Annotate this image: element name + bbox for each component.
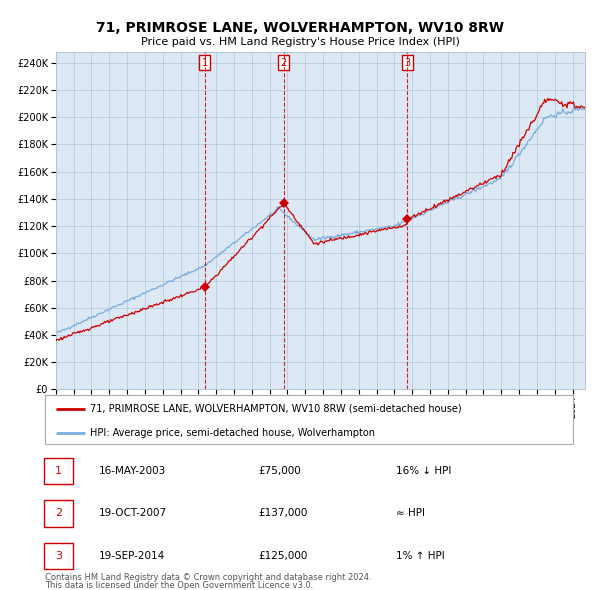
Text: 3: 3 bbox=[55, 551, 62, 560]
FancyBboxPatch shape bbox=[44, 500, 73, 526]
Text: HPI: Average price, semi-detached house, Wolverhampton: HPI: Average price, semi-detached house,… bbox=[90, 428, 375, 438]
Text: 1: 1 bbox=[55, 466, 62, 476]
Text: ≈ HPI: ≈ HPI bbox=[396, 509, 425, 518]
Text: £75,000: £75,000 bbox=[258, 466, 301, 476]
Text: 3: 3 bbox=[404, 58, 410, 68]
Text: 1% ↑ HPI: 1% ↑ HPI bbox=[396, 551, 445, 560]
Text: 2: 2 bbox=[281, 58, 287, 68]
Text: 71, PRIMROSE LANE, WOLVERHAMPTON, WV10 8RW (semi-detached house): 71, PRIMROSE LANE, WOLVERHAMPTON, WV10 8… bbox=[90, 404, 461, 414]
Text: £125,000: £125,000 bbox=[258, 551, 307, 560]
Text: Price paid vs. HM Land Registry's House Price Index (HPI): Price paid vs. HM Land Registry's House … bbox=[140, 38, 460, 47]
FancyBboxPatch shape bbox=[44, 458, 73, 484]
FancyBboxPatch shape bbox=[44, 543, 73, 569]
Text: 71, PRIMROSE LANE, WOLVERHAMPTON, WV10 8RW: 71, PRIMROSE LANE, WOLVERHAMPTON, WV10 8… bbox=[96, 21, 504, 35]
Text: This data is licensed under the Open Government Licence v3.0.: This data is licensed under the Open Gov… bbox=[45, 581, 313, 590]
Text: 16-MAY-2003: 16-MAY-2003 bbox=[99, 466, 166, 476]
Text: £137,000: £137,000 bbox=[258, 509, 307, 518]
Text: Contains HM Land Registry data © Crown copyright and database right 2024.: Contains HM Land Registry data © Crown c… bbox=[45, 572, 371, 582]
FancyBboxPatch shape bbox=[45, 395, 573, 444]
Text: 19-OCT-2007: 19-OCT-2007 bbox=[99, 509, 167, 518]
Text: 19-SEP-2014: 19-SEP-2014 bbox=[99, 551, 165, 560]
Text: 2: 2 bbox=[55, 509, 62, 518]
Text: 1: 1 bbox=[202, 58, 208, 68]
Text: 16% ↓ HPI: 16% ↓ HPI bbox=[396, 466, 451, 476]
